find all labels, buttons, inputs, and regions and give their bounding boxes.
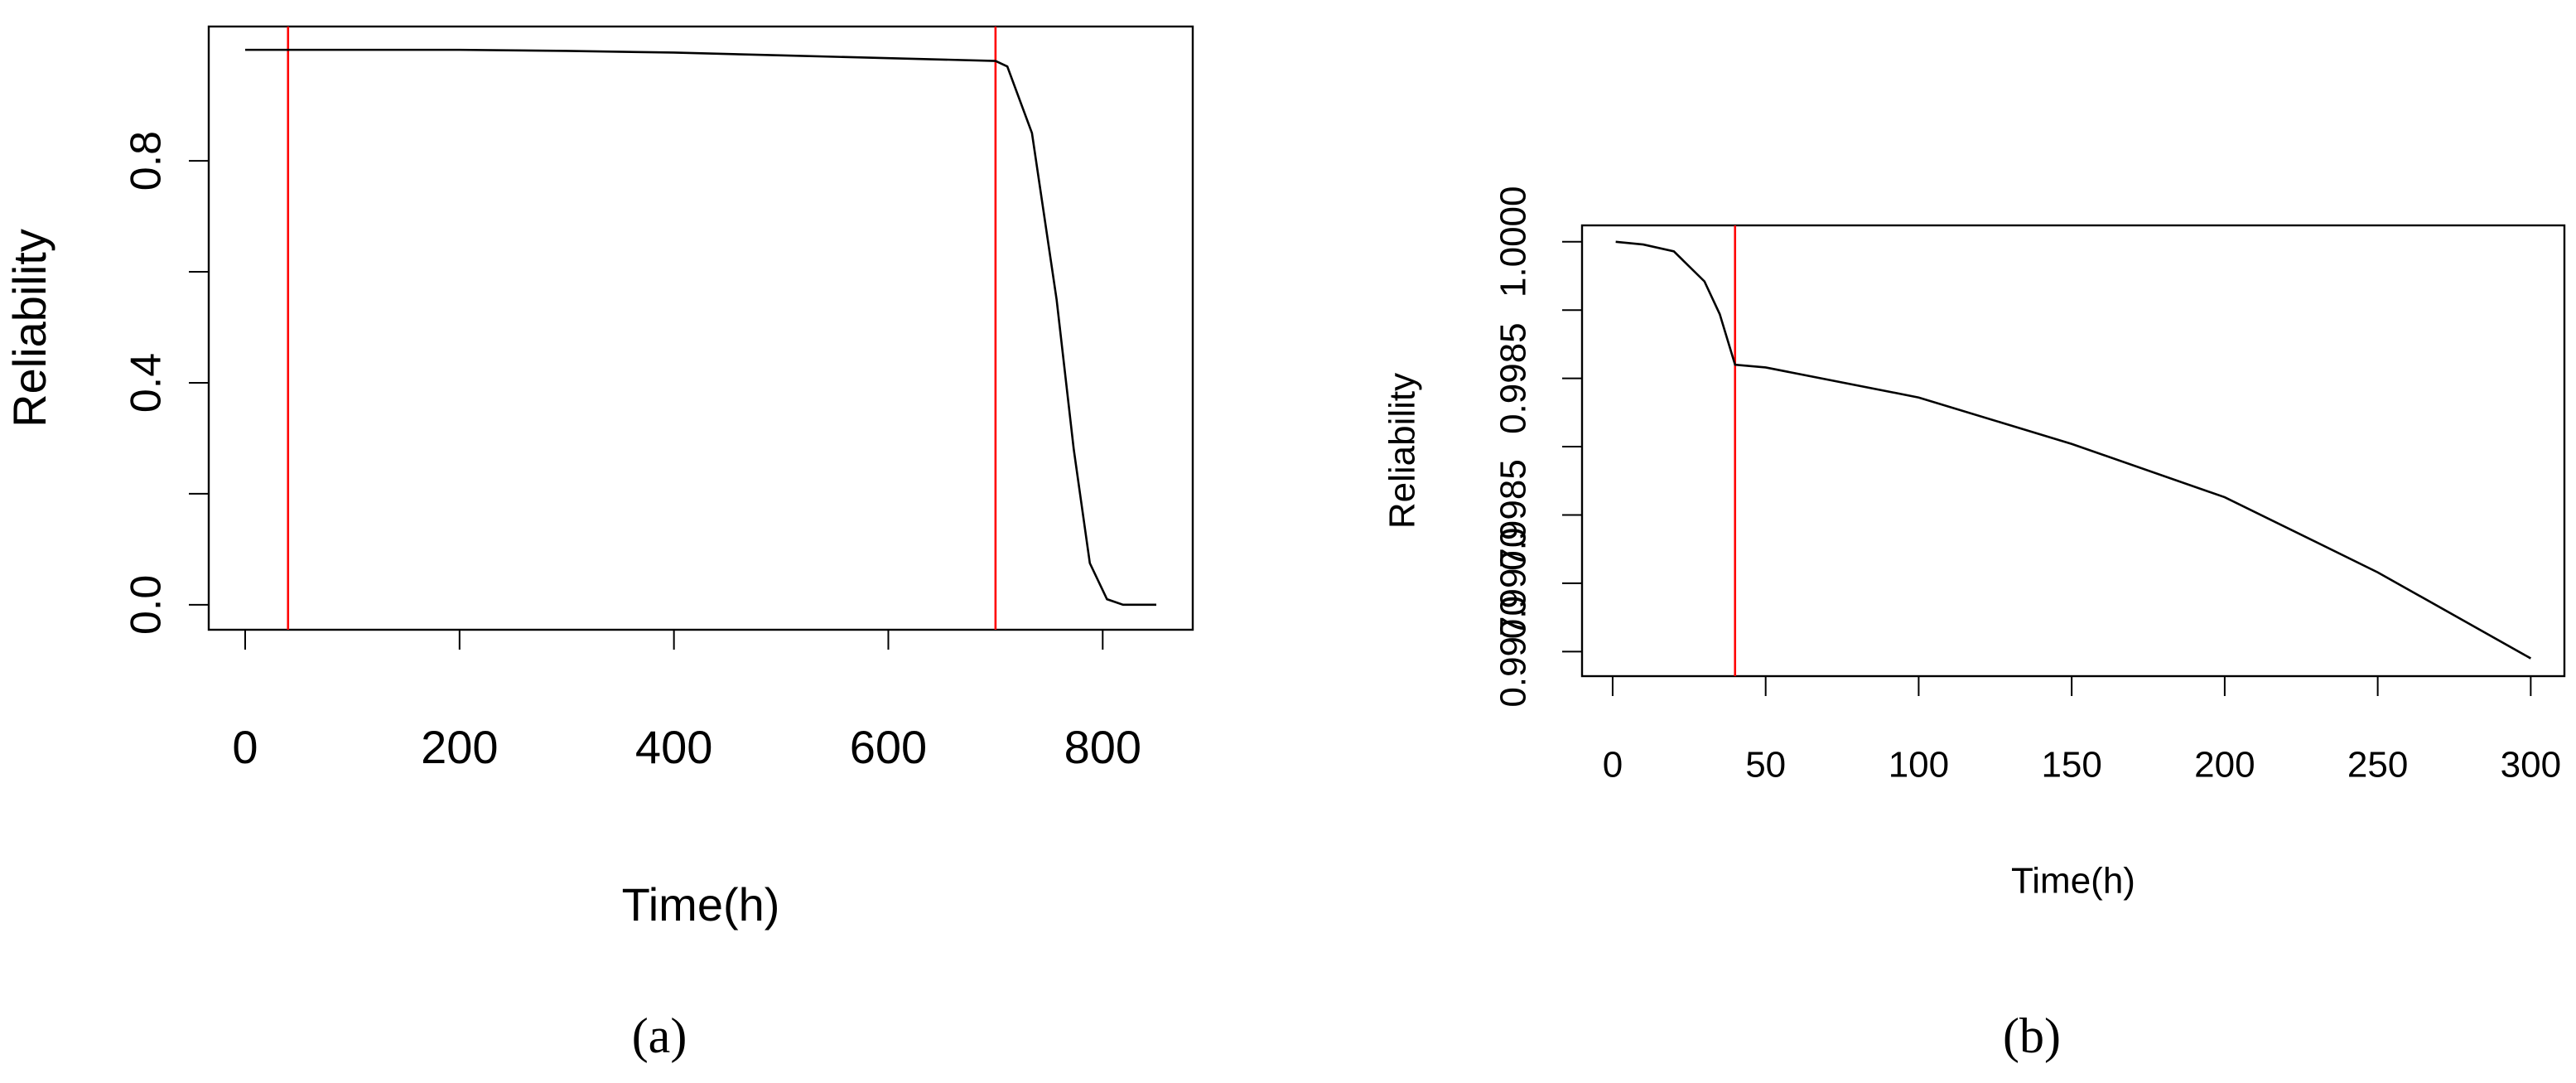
caption: (a) bbox=[632, 1008, 687, 1063]
x-tick-label: 800 bbox=[1064, 721, 1141, 773]
x-tick-label: 200 bbox=[421, 721, 498, 773]
x-axis-label: Time(h) bbox=[2011, 861, 2135, 902]
plot-box bbox=[207, 25, 1194, 631]
caption: (b) bbox=[2003, 1008, 2061, 1063]
x-tick-label: 300 bbox=[2501, 745, 2561, 786]
line bbox=[1615, 240, 2531, 660]
x-axis-label: Time(h) bbox=[622, 878, 780, 931]
x-tick-label: 100 bbox=[1889, 745, 1949, 786]
x-tick-label: 400 bbox=[635, 721, 712, 773]
x-tick-label: 600 bbox=[850, 721, 927, 773]
y-tick-label: 0.9970 bbox=[1493, 596, 1534, 708]
y-axis-label: Reliability bbox=[1382, 373, 1423, 529]
x-tick-label: 0 bbox=[1603, 745, 1623, 786]
plot-box bbox=[1580, 224, 2566, 678]
y-tick-label: 0.9985 bbox=[1493, 322, 1534, 434]
x-tick-label: 50 bbox=[1745, 745, 1786, 786]
y-tick-label: 0.0 bbox=[123, 575, 171, 635]
x-tick-label: 150 bbox=[2041, 745, 2101, 786]
y-tick-label: 0.8 bbox=[123, 131, 171, 191]
y-tick-label: 0.4 bbox=[123, 353, 171, 413]
y-tick-label: 0.9970 bbox=[1493, 528, 1534, 640]
x-tick-label: 250 bbox=[2347, 745, 2408, 786]
line bbox=[245, 48, 1156, 607]
x-tick-label: 0 bbox=[232, 721, 258, 773]
x-tick-label: 200 bbox=[2194, 745, 2255, 786]
y-tick-label: 0.9985 bbox=[1493, 459, 1534, 571]
y-axis-label: Reliability bbox=[3, 229, 55, 428]
y-tick-label: 1.0000 bbox=[1493, 186, 1534, 297]
